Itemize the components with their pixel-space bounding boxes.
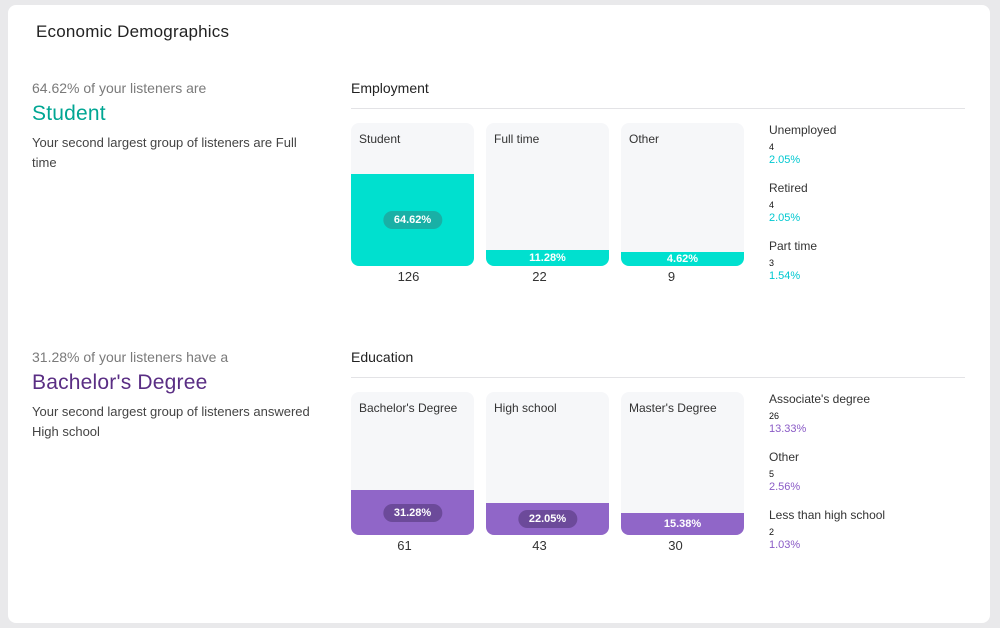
employment-bar-card[interactable]: Full time 11.28% [486,123,609,266]
bar-count: 43 [532,538,547,553]
employment-top-group: Student [32,102,106,125]
education-summary-intro: 31.28% of your listeners have a [32,349,229,365]
other-label: Retired [769,181,808,195]
bar-fill: 22.05% [486,503,609,535]
bar-percent: 31.28% [382,503,443,522]
list-item: Part time 3 1.54% [769,239,949,297]
employment-divider [351,108,965,109]
list-item: Less than high school 2 1.03% [769,508,949,566]
other-percent: 1.54% [769,270,801,282]
bar-count: 126 [397,269,420,284]
education-other-list: Associate's degree 26 13.33% Other 5 2.5… [769,392,949,566]
bar-count: 61 [397,538,412,553]
education-section-title: Education [351,349,414,365]
bar-count: 9 [667,269,676,284]
other-count: 4 [769,142,775,152]
education-divider [351,377,965,378]
bar-percent: 64.62% [382,211,443,229]
education-bar-card[interactable]: Master's Degree 15.38% [621,392,744,535]
list-item: Unemployed 4 2.05% [769,123,949,181]
other-label: Part time [769,239,818,253]
education-bar-card[interactable]: High school 22.05% [486,392,609,535]
education-summary: 31.28% of your listeners have a Bachelor… [32,349,322,442]
other-count: 3 [769,258,775,268]
bar-percent: 15.38% [663,518,702,530]
list-item: Retired 4 2.05% [769,181,949,239]
other-label: Associate's degree [769,392,871,406]
employment-summary-intro: 64.62% of your listeners are [32,80,207,96]
bar-label: Other [629,132,660,146]
other-count: 2 [769,527,775,537]
other-count: 26 [769,411,780,421]
bar-fill: 11.28% [486,250,609,266]
list-item: Associate's degree 26 13.33% [769,392,949,450]
employment-second-group-note: Your second largest group of listeners a… [32,135,297,170]
other-label: Other [769,450,800,464]
bar-label: Bachelor's Degree [359,401,458,415]
bar-label: Master's Degree [629,401,717,415]
employment-bar-card[interactable]: Other 4.62% [621,123,744,266]
other-count: 4 [769,200,775,210]
bar-label: Full time [494,132,540,146]
other-percent: 1.03% [769,539,801,551]
other-count: 5 [769,469,775,479]
education-bar-card[interactable]: Bachelor's Degree 31.28% [351,392,474,535]
employment-summary: 64.62% of your listeners are Student You… [32,80,322,173]
bar-label: Student [359,132,401,146]
bar-count: 30 [668,538,683,553]
card-title: Economic Demographics [36,22,230,41]
bar-fill: 15.38% [621,513,744,535]
other-percent: 2.05% [769,154,801,166]
other-label: Unemployed [769,123,837,137]
bar-fill: 64.62% [351,174,474,266]
employment-section-title: Employment [351,80,429,96]
employment-other-list: Unemployed 4 2.05% Retired 4 2.05% Part … [769,123,949,297]
other-label: Less than high school [769,508,886,522]
bar-fill: 4.62% [621,252,744,266]
bar-percent: 22.05% [517,510,578,528]
other-percent: 2.05% [769,212,801,224]
bar-percent: 4.62% [666,253,699,265]
other-percent: 2.56% [769,481,801,493]
education-second-group-note: Your second largest group of listeners a… [32,404,310,439]
other-percent: 13.33% [769,423,807,435]
education-top-group: Bachelor's Degree [32,371,208,394]
bar-count: 22 [532,269,547,284]
bar-percent: 11.28% [529,252,566,264]
employment-bar-card[interactable]: Student 64.62% [351,123,474,266]
bar-label: High school [494,401,557,415]
bar-fill: 31.28% [351,490,474,535]
list-item: Other 5 2.56% [769,450,949,508]
